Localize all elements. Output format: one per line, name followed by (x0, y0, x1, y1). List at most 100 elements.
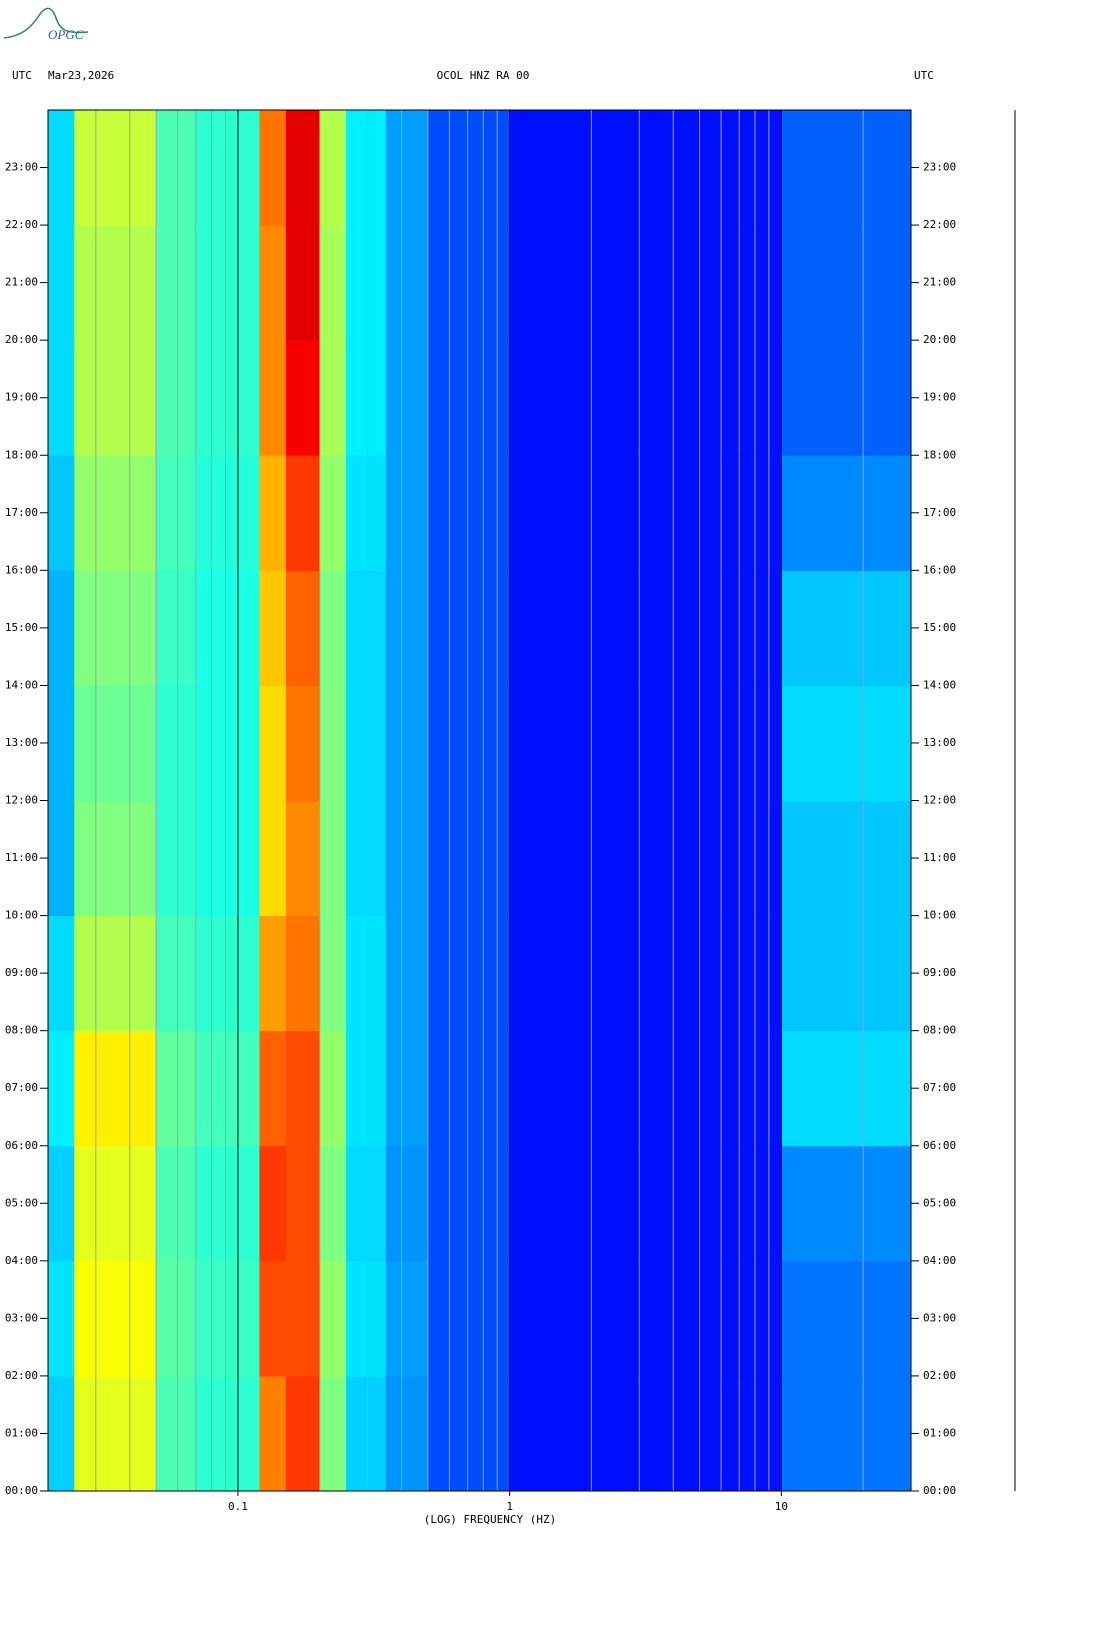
logo: OPGC (48, 27, 84, 42)
spectrogram-cell (427, 110, 511, 226)
y-tick-label-right: 12:00 (923, 794, 956, 807)
spectrogram-cell (319, 1030, 347, 1147)
spectrogram-cell (385, 340, 429, 456)
spectrogram-cell (781, 1260, 912, 1377)
spectrogram-cell (195, 1260, 260, 1377)
spectrogram-cell (346, 915, 387, 1032)
x-tick-label: 0.1 (228, 1500, 248, 1513)
spectrogram-cell (427, 570, 511, 686)
y-tick-label-right: 17:00 (923, 506, 956, 519)
spectrogram-cell (156, 570, 197, 686)
spectrogram-cell (781, 1375, 912, 1492)
y-tick-label-right: 20:00 (923, 333, 956, 346)
y-tick-label-right: 18:00 (923, 448, 956, 461)
spectrogram-cell (74, 800, 157, 917)
spectrogram-cell (259, 340, 287, 456)
spectrogram-cell (285, 1260, 321, 1377)
y-tick-label-right: 07:00 (923, 1081, 956, 1094)
spectrogram-cell (195, 225, 260, 341)
x-tick-label: 10 (775, 1500, 788, 1513)
spectrogram-cell (285, 1030, 321, 1147)
y-tick-label-right: 21:00 (923, 276, 956, 289)
spectrogram-cell (509, 1030, 782, 1147)
spectrogram-cell (319, 455, 347, 571)
y-tick-label-right: 04:00 (923, 1254, 956, 1267)
spectrogram-cell (156, 800, 197, 917)
y-tick-label-left: 20:00 (5, 333, 38, 346)
spectrogram-cell (195, 1145, 260, 1262)
x-axis-label: (LOG) FREQUENCY (HZ) (424, 1513, 556, 1526)
spectrogram-cell (195, 800, 260, 917)
spectrogram-cell (346, 110, 387, 226)
spectrogram-cell (427, 225, 511, 341)
spectrogram-cell (385, 1030, 429, 1147)
spectrogram-cell (195, 1030, 260, 1147)
spectrogram-cell (259, 1030, 287, 1147)
spectrogram-cell (74, 340, 157, 456)
spectrogram-cell (319, 225, 347, 341)
spectrogram-cell (259, 110, 287, 226)
spectrogram-cell (74, 915, 157, 1032)
spectrogram-cell (74, 570, 157, 686)
spectrogram-cell (285, 1375, 321, 1492)
spectrogram-cell (195, 455, 260, 571)
spectrogram-cell (509, 570, 782, 686)
spectrogram-cell (346, 1030, 387, 1147)
spectrogram-cell (509, 800, 782, 917)
y-tick-label-left: 03:00 (5, 1311, 38, 1324)
spectrogram-cell (781, 340, 912, 456)
y-tick-label-left: 01:00 (5, 1426, 38, 1439)
spectrogram-cell (781, 1030, 912, 1147)
spectrogram-cell (346, 1145, 387, 1262)
y-tick-label-right: 19:00 (923, 391, 956, 404)
spectrogram-cell (156, 455, 197, 571)
time-zone-left: UTC (12, 69, 32, 82)
spectrogram-cell (74, 455, 157, 571)
spectrogram-cell (346, 455, 387, 571)
spectrogram-cell (427, 685, 511, 801)
spectrogram-cell (385, 225, 429, 341)
spectrogram-cell (48, 915, 75, 1032)
spectrogram-cell (319, 915, 347, 1032)
spectrogram-cell (346, 340, 387, 456)
y-tick-label-right: 08:00 (923, 1024, 956, 1037)
spectrogram-cell (48, 1145, 75, 1262)
spectrogram-cell (259, 455, 287, 571)
spectrogram-cell (195, 340, 260, 456)
y-tick-label-right: 16:00 (923, 563, 956, 576)
y-tick-label-right: 06:00 (923, 1139, 956, 1152)
spectrogram-cell (74, 225, 157, 341)
spectrogram-cell (385, 1260, 429, 1377)
spectrogram-cell (156, 225, 197, 341)
spectrogram-cell (385, 1375, 429, 1492)
spectrogram-cell (319, 685, 347, 801)
spectrogram-cell (74, 1260, 157, 1377)
spectrogram-cell (781, 915, 912, 1032)
y-tick-label-right: 10:00 (923, 909, 956, 922)
spectrogram-cell (385, 915, 429, 1032)
y-tick-label-left: 14:00 (5, 678, 38, 691)
spectrogram-cell (319, 800, 347, 917)
y-tick-label-left: 07:00 (5, 1081, 38, 1094)
spectrogram-cell (259, 800, 287, 917)
y-tick-label-right: 23:00 (923, 161, 956, 174)
spectrogram-cell (509, 455, 782, 571)
x-tick-label: 1 (506, 1500, 513, 1513)
spectrogram-cell (346, 800, 387, 917)
spectrogram-cell (285, 915, 321, 1032)
spectrogram-cell (509, 1375, 782, 1492)
spectrogram-cell (427, 1260, 511, 1377)
spectrogram-cell (346, 1260, 387, 1377)
y-tick-label-left: 16:00 (5, 563, 38, 576)
y-tick-label-left: 21:00 (5, 276, 38, 289)
y-tick-label-left: 12:00 (5, 794, 38, 807)
spectrogram-cell (195, 570, 260, 686)
y-tick-label-left: 09:00 (5, 966, 38, 979)
spectrogram-cell (156, 340, 197, 456)
y-tick-label-left: 05:00 (5, 1196, 38, 1209)
spectrogram-cell (285, 455, 321, 571)
spectrogram-cell (346, 1375, 387, 1492)
y-tick-label-left: 00:00 (5, 1484, 38, 1497)
y-tick-label-right: 02:00 (923, 1369, 956, 1382)
